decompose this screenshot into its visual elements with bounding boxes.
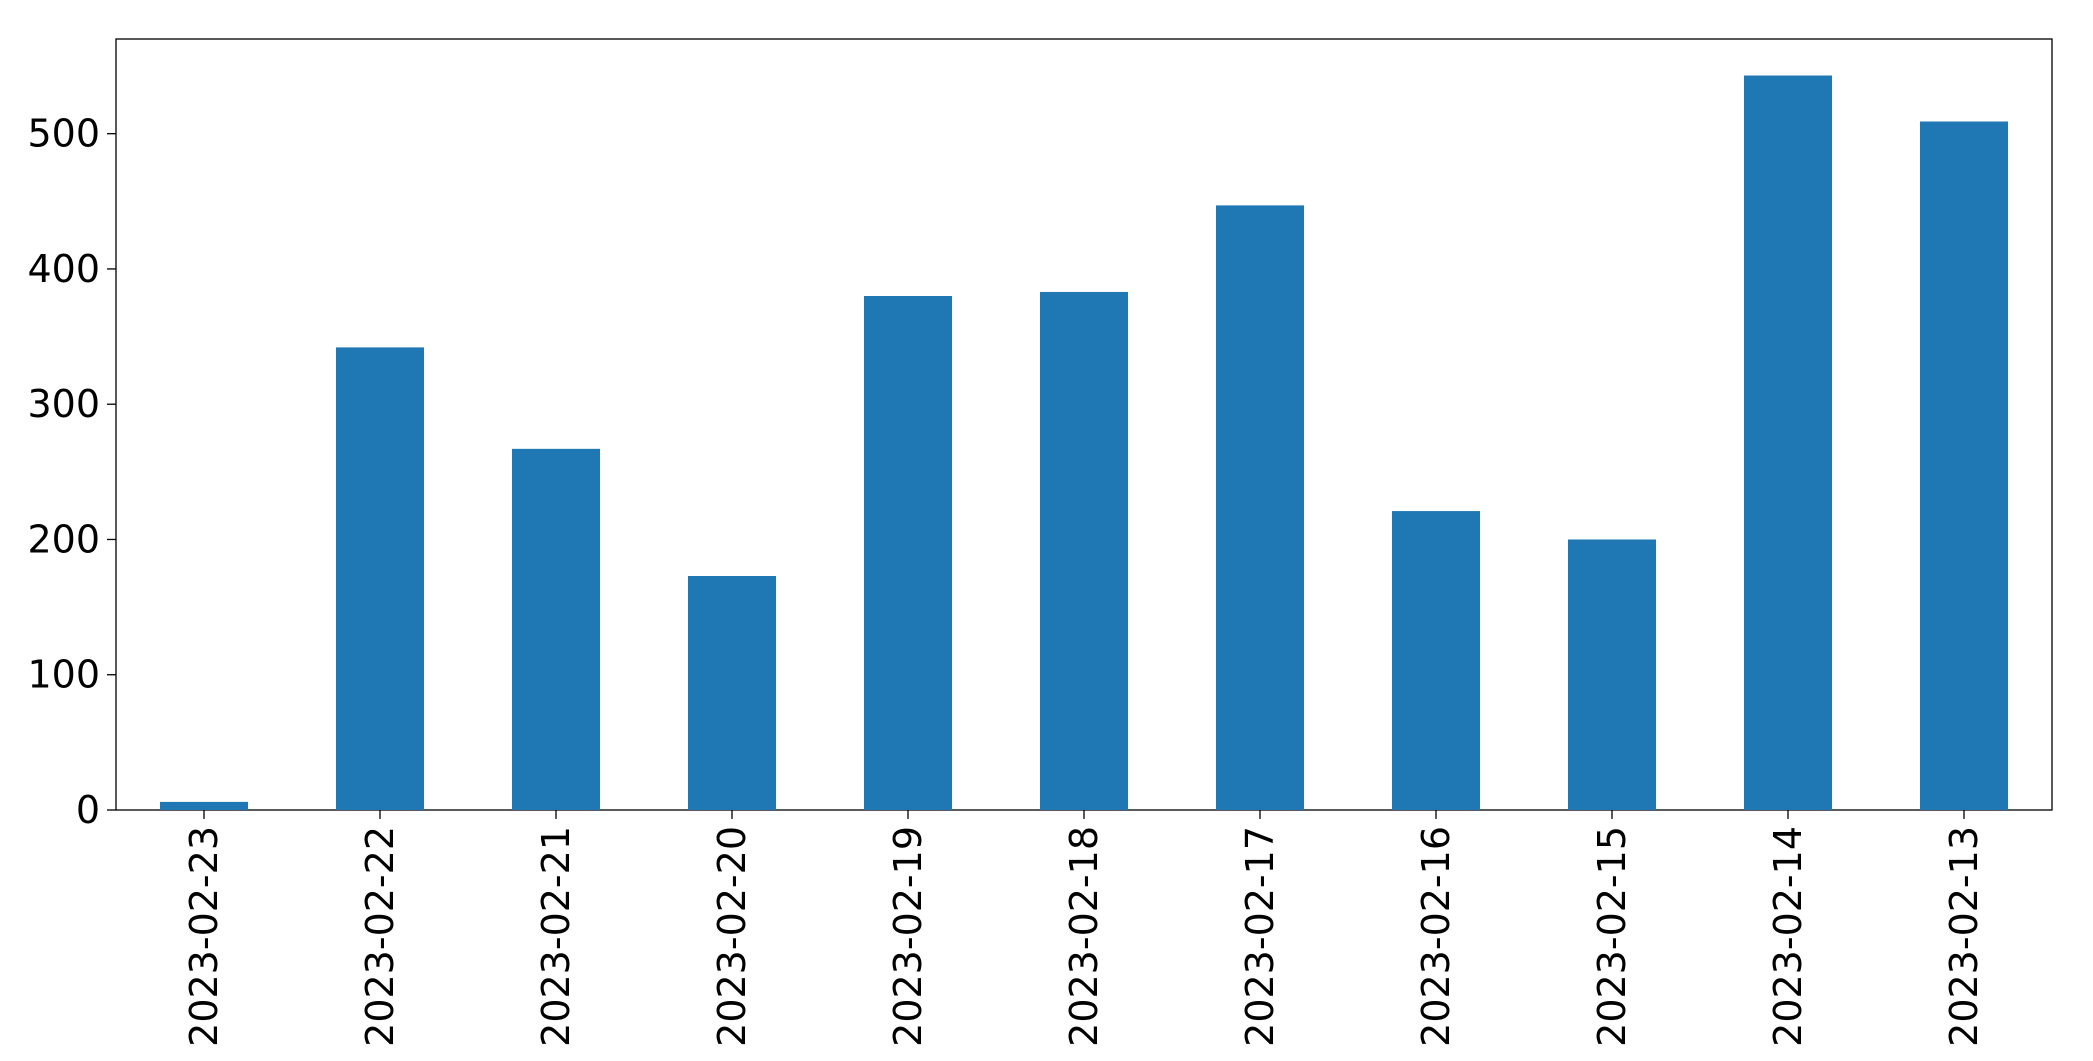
x-tick-label: 2023-02-23 <box>182 826 226 1047</box>
x-tick-label: 2023-02-18 <box>1062 826 1106 1047</box>
x-tick-label: 2023-02-22 <box>358 826 402 1047</box>
y-tick-label: 100 <box>27 653 100 697</box>
bar <box>1920 121 2008 811</box>
bar <box>864 296 952 810</box>
y-tick-label: 500 <box>27 112 100 156</box>
bar <box>1216 205 1304 811</box>
y-tick-label: 0 <box>76 788 100 832</box>
bar <box>336 347 424 810</box>
x-tick-label: 2023-02-13 <box>1942 826 1986 1047</box>
y-tick-label: 300 <box>27 382 100 426</box>
bar <box>1392 511 1480 810</box>
bar <box>1040 291 1128 810</box>
x-tick-label: 2023-02-19 <box>886 826 930 1047</box>
bar <box>1568 539 1656 810</box>
bar <box>1744 75 1832 810</box>
y-tick-label: 400 <box>27 247 100 291</box>
x-tick-label: 2023-02-16 <box>1414 826 1458 1047</box>
x-tick-label: 2023-02-17 <box>1238 826 1282 1047</box>
x-tick-label: 2023-02-14 <box>1766 826 1810 1047</box>
bar <box>688 575 776 810</box>
x-tick-label: 2023-02-21 <box>534 826 578 1047</box>
bar <box>512 448 600 810</box>
x-tick-label: 2023-02-20 <box>710 826 754 1047</box>
bar <box>160 801 248 810</box>
x-tick-label: 2023-02-15 <box>1590 826 1634 1047</box>
y-tick-label: 200 <box>27 517 100 561</box>
